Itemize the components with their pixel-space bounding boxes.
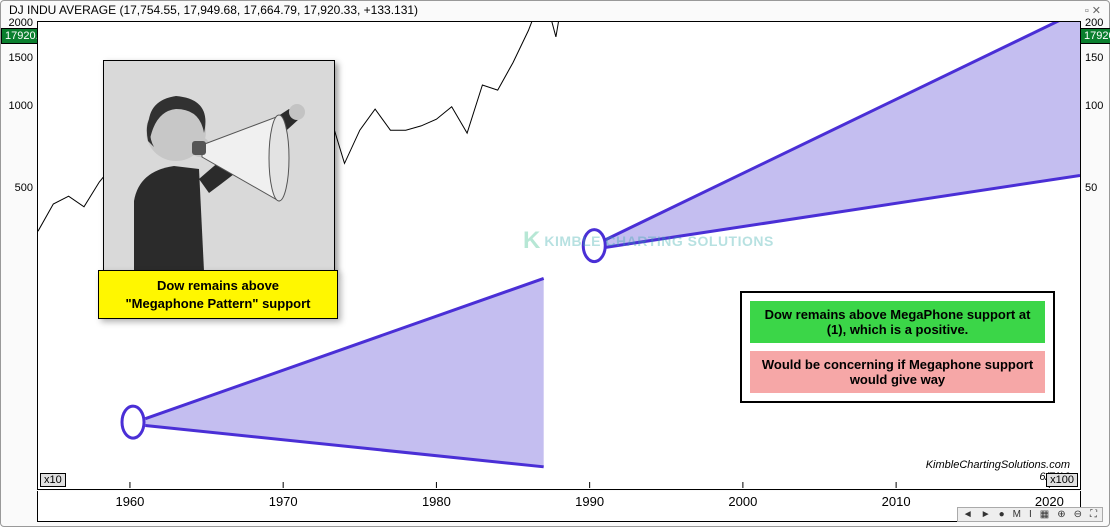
yellow-caption-box: Dow remains above "Megaphone Pattern" su… bbox=[98, 270, 338, 319]
chart-title-bar: DJ INDU AVERAGE (17,754.55, 17,949.68, 1… bbox=[1, 1, 1109, 19]
megaphone-photo bbox=[103, 60, 335, 272]
chart-container: DJ INDU AVERAGE (17,754.55, 17,949.68, 1… bbox=[0, 0, 1110, 527]
info-line-concerning: Would be concerning if Megaphone support… bbox=[750, 351, 1045, 393]
x-axis: 1960197019801990200020102020 bbox=[37, 491, 1081, 522]
analysis-info-box: Dow remains above MegaPhone support at (… bbox=[740, 291, 1055, 403]
chart-plot-area: K KIMBLE CHARTING SOLUTIONS Dow remains … bbox=[37, 21, 1081, 490]
y-axis-right: 20015010050 bbox=[1083, 21, 1110, 488]
toolbar-button[interactable]: ◄ bbox=[961, 509, 975, 520]
watermark: K KIMBLE CHARTING SOLUTIONS bbox=[523, 227, 774, 255]
yellow-caption-line2: "Megaphone Pattern" support bbox=[126, 296, 311, 311]
right-multiplier-badge: x100 bbox=[1046, 473, 1078, 487]
toolbar-button[interactable]: ⊖ bbox=[1072, 509, 1084, 520]
window-controls-icon[interactable]: ▫ ✕ bbox=[1085, 4, 1101, 17]
toolbar-button[interactable]: I bbox=[1027, 509, 1034, 520]
toolbar-button[interactable]: ● bbox=[997, 509, 1007, 520]
yellow-caption-line1: Dow remains above bbox=[157, 278, 279, 293]
toolbar-button[interactable]: M bbox=[1011, 509, 1023, 520]
toolbar-button[interactable]: ▦ bbox=[1038, 509, 1051, 520]
toolbar-button[interactable]: ⊕ bbox=[1055, 509, 1067, 520]
y-axis-left: 2500200015001000500 bbox=[1, 21, 35, 488]
info-line-positive: Dow remains above MegaPhone support at (… bbox=[750, 301, 1045, 343]
toolbar-button[interactable]: ► bbox=[979, 509, 993, 520]
chart-toolbar: ◄ ► ● MI ▦ ⊕ ⊖ ⛶ bbox=[957, 507, 1103, 522]
price-flag-right: 17920 bbox=[1080, 28, 1110, 44]
left-multiplier-badge: x10 bbox=[40, 473, 66, 487]
toolbar-button[interactable]: ⛶ bbox=[1088, 509, 1099, 520]
